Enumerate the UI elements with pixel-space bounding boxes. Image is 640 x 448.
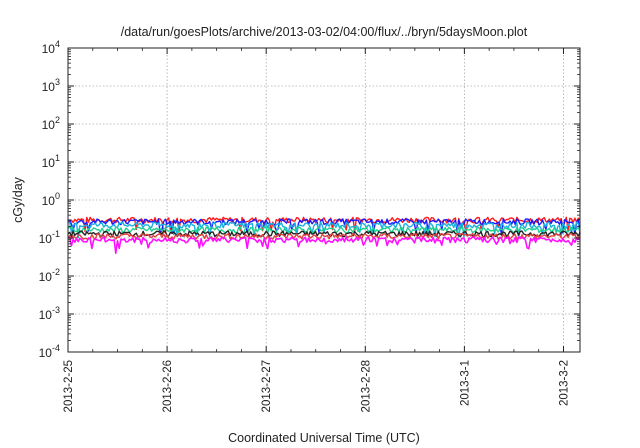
y-tick-label: 102 <box>42 115 60 132</box>
x-tick-label: 2013-3-1 <box>459 360 471 406</box>
y-tick-labels: 10-4 10-3 10-2 10-1 100 101 102 103 104 <box>39 39 60 360</box>
ticks <box>67 47 580 353</box>
chart-title: /data/run/goesPlots/archive/2013-03-02/0… <box>121 25 528 39</box>
x-axis-label: Coordinated Universal Time (UTC) <box>228 431 420 445</box>
series-layer <box>67 216 581 254</box>
series-line-5 <box>67 232 581 241</box>
x-tick-label: 2013-2-27 <box>261 360 273 412</box>
y-axis-label: cGy/day <box>11 176 25 223</box>
y-tick-label: 104 <box>42 39 60 56</box>
x-tick-label: 2013-3-2 <box>558 360 570 406</box>
y-tick-label: 10-2 <box>39 267 60 284</box>
y-tick-label: 10-1 <box>39 229 60 246</box>
x-tick-label: 2013-2-25 <box>63 360 75 412</box>
series-line-3 <box>67 226 581 234</box>
grid <box>68 48 580 352</box>
x-tick-label: 2013-2-28 <box>360 360 372 412</box>
y-tick-label: 103 <box>42 77 60 94</box>
y-tick-label: 100 <box>42 191 60 208</box>
x-tick-label: 2013-2-26 <box>162 360 174 412</box>
y-tick-label: 10-3 <box>39 305 60 322</box>
x-tick-labels: 2013-2-25 2013-2-26 2013-2-27 2013-2-28 2013… <box>63 360 570 412</box>
series-line-6 <box>67 236 581 254</box>
y-tick-label: 101 <box>42 153 60 170</box>
y-tick-label: 10-4 <box>39 343 60 360</box>
